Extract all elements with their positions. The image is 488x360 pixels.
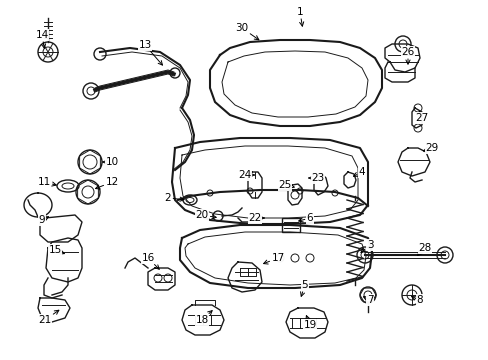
Text: 13: 13 [138, 40, 162, 65]
Text: 10: 10 [103, 157, 118, 167]
Text: 1: 1 [296, 7, 303, 26]
Text: 25: 25 [278, 180, 294, 190]
Text: 8: 8 [411, 295, 423, 305]
Text: 4: 4 [353, 167, 365, 177]
Text: 23: 23 [308, 173, 324, 183]
Text: 29: 29 [423, 143, 438, 153]
Text: 3: 3 [360, 240, 372, 252]
Text: 26: 26 [401, 47, 414, 64]
Text: 28: 28 [417, 243, 431, 255]
Text: 24: 24 [238, 170, 254, 180]
Text: 17: 17 [263, 253, 284, 264]
Text: 18: 18 [195, 311, 212, 325]
Text: 12: 12 [95, 177, 119, 189]
Text: 30: 30 [235, 23, 258, 40]
Text: 5: 5 [300, 280, 307, 296]
Text: 2: 2 [164, 193, 184, 203]
Text: 14: 14 [35, 30, 48, 48]
Text: 16: 16 [141, 253, 159, 269]
Text: 9: 9 [39, 215, 48, 225]
Text: 21: 21 [38, 310, 59, 325]
Text: 15: 15 [48, 245, 64, 255]
Text: 6: 6 [298, 213, 313, 223]
Text: 22: 22 [248, 213, 264, 223]
Text: 20: 20 [195, 210, 216, 220]
Text: 19: 19 [303, 316, 316, 330]
Text: 27: 27 [414, 111, 428, 123]
Text: 7: 7 [363, 295, 372, 305]
Text: 11: 11 [37, 177, 56, 187]
